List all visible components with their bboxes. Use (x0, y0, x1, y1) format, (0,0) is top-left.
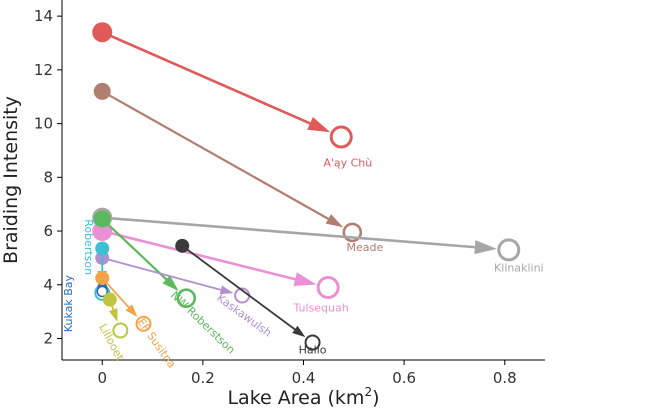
x-axis-label-superscript: 2 (364, 385, 372, 399)
end-point (316, 275, 340, 299)
arrow-head (219, 285, 234, 295)
end-point (112, 322, 129, 339)
arrow-head (125, 304, 138, 318)
x-tick-label: 0.6 (392, 369, 416, 387)
x-tick-label: 0.4 (292, 369, 316, 387)
label-tulsequah: Tulsequah (292, 302, 348, 315)
y-tick-label: 6 (43, 222, 53, 240)
y-tick-label: 8 (43, 168, 53, 186)
end-point (304, 334, 321, 351)
arrow-head (293, 272, 317, 287)
trajectory-line (101, 90, 330, 221)
label-a-ay-chu: A'ąy Chù (323, 157, 372, 170)
y-tick-label: 4 (43, 276, 53, 294)
trajectory-line (102, 216, 476, 249)
start-point (95, 271, 110, 286)
start-point (92, 221, 113, 242)
x-axis-label: Lake Area (km2) (227, 385, 379, 409)
series-a-ay-chu (92, 22, 353, 149)
arrow-head (292, 325, 306, 338)
start-point (93, 82, 111, 100)
start-point (95, 241, 110, 256)
arrow-head (108, 308, 118, 322)
label-meade: Meade (347, 241, 384, 254)
series-layer (92, 22, 521, 351)
y-tick-label: 14 (34, 7, 53, 25)
x-tick-label: 0.2 (191, 369, 215, 387)
series-nw-roberstson (93, 210, 197, 309)
end-point (329, 125, 353, 149)
y-tick-label: 12 (34, 61, 53, 79)
series-tulsequah (92, 221, 340, 299)
trajectory-line (101, 229, 297, 281)
y-tick-label: 2 (43, 330, 53, 348)
x-tick-label: 0 (97, 369, 107, 387)
x-axis-label-suffix: ) (372, 387, 379, 409)
end-point (96, 285, 109, 298)
y-axis-label: Braiding Intensity (0, 96, 22, 264)
start-point (175, 238, 190, 253)
y-tick-label: 10 (34, 115, 53, 133)
series-ef-susitna (95, 271, 152, 332)
axes: 0 0.2 0.4 0.6 0.8 2 4 6 8 10 12 14 (34, 0, 545, 387)
label-hallo: Hallo (299, 343, 327, 356)
arrow-head (474, 240, 497, 255)
arrow-head (307, 116, 331, 133)
trajectory-line (181, 245, 297, 331)
label-robertson: Robertson (82, 219, 95, 275)
arrow-head (162, 275, 179, 292)
end-point (135, 315, 152, 332)
start-point (102, 292, 117, 307)
end-point (176, 288, 197, 309)
trajectory-line (101, 218, 168, 281)
series-klinaklini (92, 207, 521, 262)
trajectory-line (102, 257, 223, 291)
x-axis-label-text: Lake Area (km (227, 387, 364, 409)
end-point (497, 238, 521, 262)
trajectory-line (101, 31, 312, 125)
x-ticks: 0 0.2 0.4 0.6 0.8 (97, 360, 517, 387)
label-klinaklini: Klinaklini (494, 261, 544, 274)
series-meade (93, 82, 363, 243)
label-kukak-bay: Kukak Bay (62, 274, 75, 332)
series-hallo (175, 238, 321, 351)
start-point (92, 22, 113, 43)
arrow-head (325, 214, 344, 228)
series-lillooet (102, 292, 129, 339)
label-ef-susitna: EF Susitna (135, 316, 179, 371)
start-point (93, 210, 111, 228)
x-tick-label: 0.8 (493, 369, 517, 387)
y-ticks: 2 4 6 8 10 12 14 (34, 7, 62, 348)
